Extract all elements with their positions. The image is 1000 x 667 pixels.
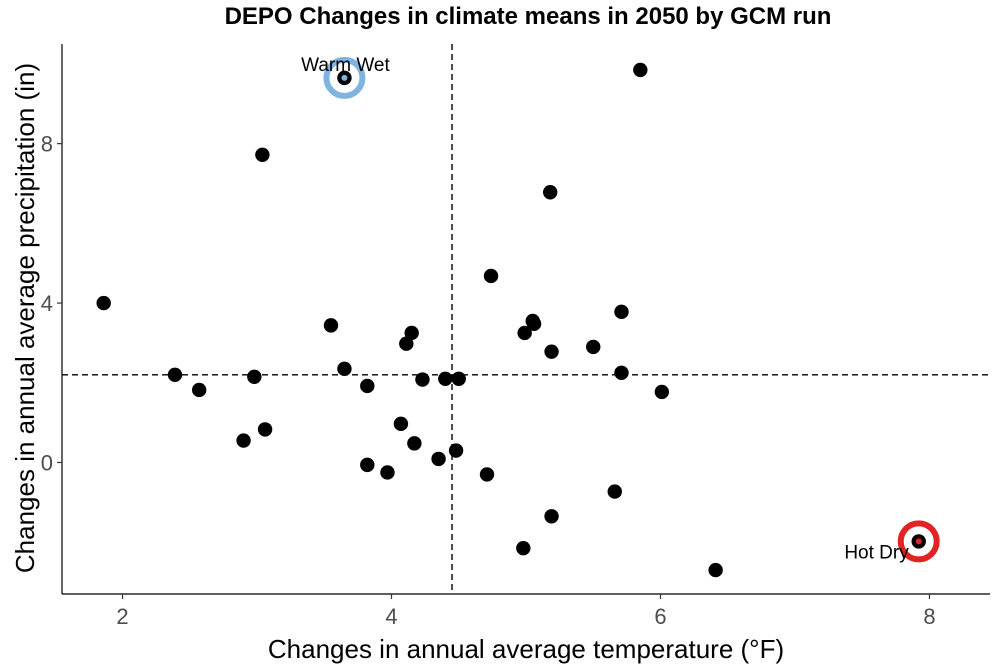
data-point [236,433,251,448]
data-point [586,339,601,355]
data-point [654,384,670,400]
data-point [516,540,531,556]
highlight-center [341,74,348,81]
data-point [167,367,183,382]
x-tick-label: 6 [654,604,666,629]
data-point [451,371,466,386]
plot-area: 2 4 6 8 0 4 8 Warm Wet Hot Dry [41,44,990,629]
data-point [544,344,559,359]
data-point [543,185,558,200]
data-point [360,378,375,394]
data-point [633,62,648,78]
y-axis-title: Changes in annual average precipitation … [10,63,40,573]
data-point [431,451,446,467]
data-point [255,147,270,162]
data-point [257,422,273,437]
highlight-ring [897,520,940,563]
data-point [614,365,629,381]
data-point [438,371,453,386]
x-tick-label: 8 [923,604,935,629]
data-point [380,465,395,480]
data-point [607,484,622,499]
highlight-ring [323,56,366,99]
data-point [526,316,542,331]
data-point [337,361,352,377]
data-point [399,336,414,351]
highlight-center [915,538,922,545]
data-point [415,372,430,387]
data-point [360,457,375,473]
data-point [448,443,464,458]
y-tick-label: 4 [41,291,53,316]
data-point [483,268,499,284]
data-point [614,304,629,320]
chart-title: DEPO Changes in climate means in 2050 by… [225,3,832,30]
x-axis-title: Changes in annual average temperature (°… [268,634,784,664]
data-point [96,295,111,311]
data-point [407,436,422,451]
highlight-label: Hot Dry [844,542,909,563]
data-point [517,325,532,341]
data-point [404,325,419,341]
data-point [323,318,339,333]
y-tick-label: 0 [41,450,53,475]
data-point [191,382,207,398]
data-point [708,562,723,578]
data-point [479,467,495,482]
data-point [247,369,262,384]
x-tick-label: 2 [116,604,128,629]
y-tick-label: 8 [41,132,53,157]
data-point [393,416,409,432]
x-tick-label: 4 [385,604,397,629]
data-point [544,509,559,524]
highlight-label: Warm Wet [301,55,390,76]
